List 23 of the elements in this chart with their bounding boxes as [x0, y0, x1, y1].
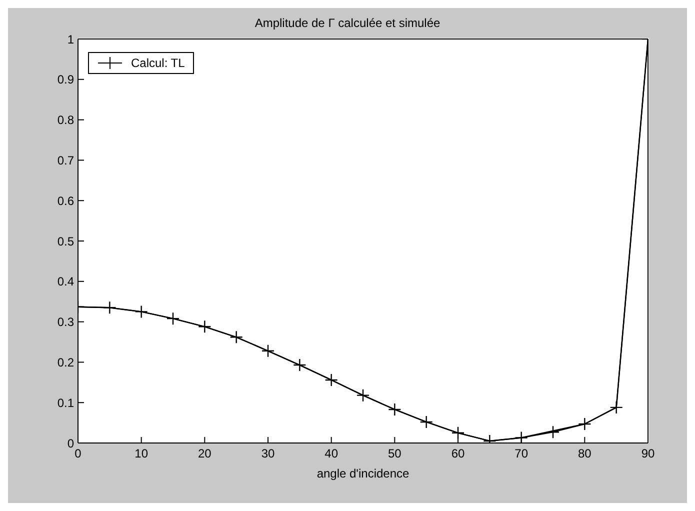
x-tick-label: 30 [261, 446, 275, 461]
y-tick-label: 0.7 [57, 153, 74, 168]
x-tick-label: 70 [514, 446, 528, 461]
y-tick-label: 0 [67, 436, 74, 450]
y-tick-label: 0.4 [57, 274, 74, 289]
y-tick-label: 0.3 [57, 315, 74, 330]
x-tick-label: 90 [641, 446, 655, 461]
x-tick-label: 40 [324, 446, 338, 461]
x-tick-label: 10 [134, 446, 148, 461]
y-tick-label: 0.8 [57, 113, 74, 128]
legend-label: Calcul: TL [131, 55, 185, 71]
x-tick-label: 20 [198, 446, 212, 461]
y-tick-label: 0.2 [57, 355, 74, 370]
x-axis-title: angle d'incidence [316, 466, 410, 481]
x-tick-label: 80 [578, 446, 592, 461]
x-tick-label: 60 [451, 446, 465, 461]
chart-title: Amplitude de Γ calculée et simulée [254, 16, 442, 30]
y-tick-label: 0.9 [57, 72, 74, 87]
y-tick-label: 0.6 [57, 194, 74, 208]
y-tick-label: 0.5 [57, 234, 74, 248]
x-tick-label: 50 [388, 446, 402, 461]
y-tick-label: 0.1 [57, 396, 74, 410]
y-tick-label: 1 [67, 32, 74, 46]
